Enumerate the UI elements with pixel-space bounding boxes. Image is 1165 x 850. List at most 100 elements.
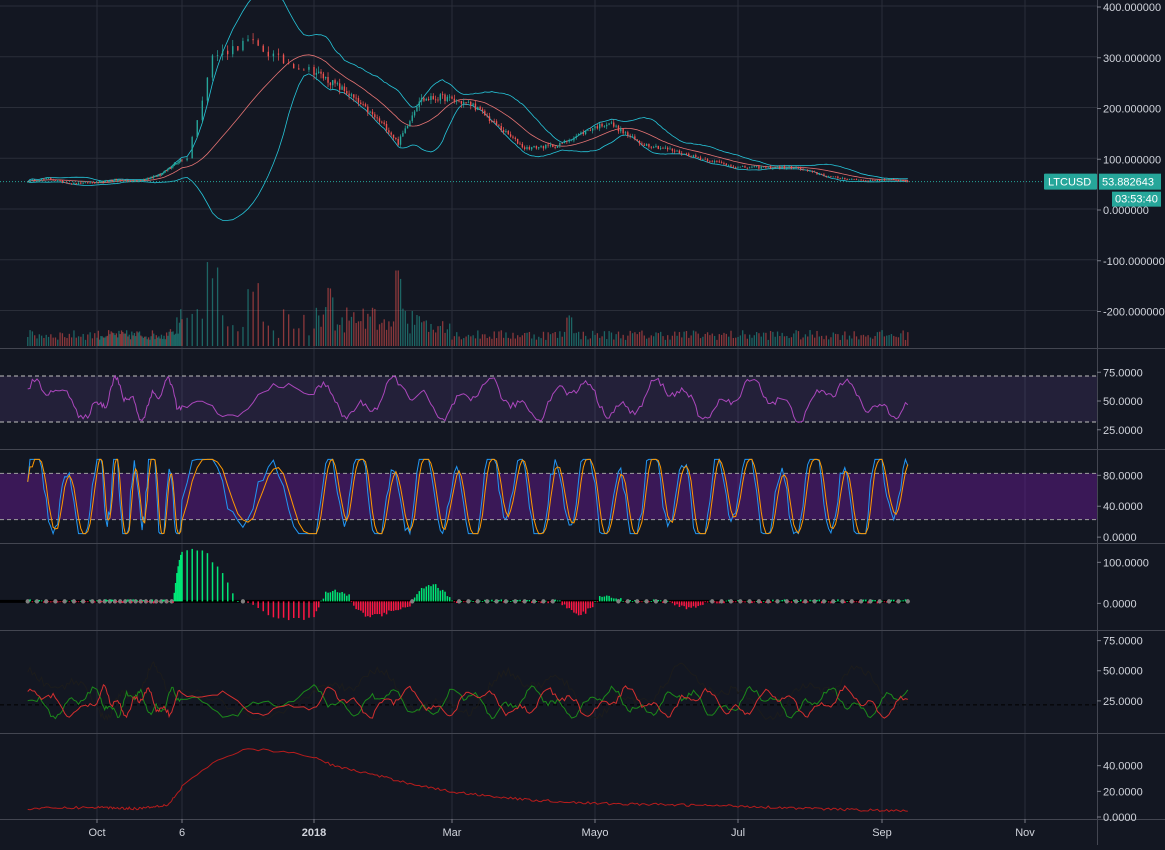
candle-body[interactable] — [491, 121, 493, 122]
candle-body[interactable] — [63, 182, 66, 183]
candle-body[interactable] — [804, 169, 807, 171]
candle-body[interactable] — [720, 162, 723, 164]
candle-body[interactable] — [559, 142, 561, 146]
candle-body[interactable] — [848, 179, 851, 180]
candle-body[interactable] — [902, 180, 904, 182]
candle-body[interactable] — [451, 96, 453, 99]
candle-body[interactable] — [272, 53, 275, 57]
candle-body[interactable] — [343, 86, 346, 91]
candle-body[interactable] — [84, 182, 87, 184]
candle-body[interactable] — [486, 115, 488, 117]
candle-body[interactable] — [533, 145, 535, 148]
candle-body[interactable] — [308, 67, 310, 70]
candle-body[interactable] — [512, 136, 514, 138]
candle-body[interactable] — [648, 144, 650, 147]
candle-body[interactable] — [662, 147, 664, 149]
candle-body[interactable] — [846, 179, 848, 181]
candle-body[interactable] — [315, 72, 318, 75]
dmi-pane[interactable] — [0, 661, 1097, 722]
candle-body[interactable] — [31, 179, 34, 181]
candle-body[interactable] — [739, 166, 742, 168]
candle-body[interactable] — [313, 67, 315, 75]
candle-body[interactable] — [498, 125, 500, 127]
candle-body[interactable] — [638, 140, 641, 144]
candle-body[interactable] — [788, 166, 790, 168]
candle-body[interactable] — [509, 134, 512, 137]
candle-body[interactable] — [409, 121, 411, 126]
candle-body[interactable] — [617, 125, 620, 132]
candle-body[interactable] — [369, 111, 371, 113]
candle-body[interactable] — [507, 130, 509, 135]
candle-body[interactable] — [303, 69, 305, 71]
candle-body[interactable] — [411, 115, 413, 122]
candle-body[interactable] — [73, 182, 75, 185]
candle-body[interactable] — [769, 166, 772, 169]
candle-body[interactable] — [392, 134, 395, 138]
candle-body[interactable] — [45, 178, 47, 179]
candle-body[interactable] — [594, 126, 596, 129]
candle-body[interactable] — [406, 125, 409, 129]
candle-body[interactable] — [465, 102, 467, 103]
candle-body[interactable] — [152, 176, 155, 178]
candle-body[interactable] — [695, 155, 697, 157]
candle-body[interactable] — [655, 145, 657, 148]
candle-body[interactable] — [874, 180, 876, 181]
candle-body[interactable] — [113, 180, 115, 182]
candle-body[interactable] — [811, 170, 814, 172]
candle-body[interactable] — [226, 50, 229, 55]
stochastic-pane[interactable] — [0, 457, 1097, 536]
candle-body[interactable] — [577, 134, 580, 136]
candle-body[interactable] — [165, 170, 168, 172]
candle-body[interactable] — [332, 80, 334, 86]
candle-body[interactable] — [727, 165, 730, 167]
candle-body[interactable] — [115, 179, 118, 181]
candle-body[interactable] — [176, 163, 178, 164]
candle-body[interactable] — [554, 147, 556, 148]
candle-body[interactable] — [895, 179, 897, 181]
candle-body[interactable] — [355, 97, 357, 99]
candle-body[interactable] — [678, 150, 681, 154]
candle-body[interactable] — [120, 180, 123, 181]
candle-body[interactable] — [681, 153, 683, 154]
candle-body[interactable] — [885, 179, 888, 181]
candle-body[interactable] — [129, 180, 132, 182]
candle-body[interactable] — [545, 144, 547, 149]
candle-body[interactable] — [125, 180, 128, 182]
candle-body[interactable] — [346, 90, 348, 94]
candle-body[interactable] — [89, 182, 91, 184]
candle-body[interactable] — [43, 178, 45, 180]
candle-body[interactable] — [575, 135, 577, 138]
candle-body[interactable] — [154, 176, 156, 177]
candle-body[interactable] — [27, 181, 29, 183]
candle-body[interactable] — [339, 83, 341, 90]
candle-body[interactable] — [77, 182, 80, 184]
candle-body[interactable] — [376, 117, 378, 119]
candle-body[interactable] — [561, 142, 563, 144]
candle-body[interactable] — [68, 183, 70, 185]
candle-body[interactable] — [371, 111, 374, 115]
candle-body[interactable] — [664, 147, 667, 149]
candle-body[interactable] — [38, 180, 40, 182]
candle-body[interactable] — [706, 159, 709, 162]
candle-body[interactable] — [444, 94, 446, 102]
candle-body[interactable] — [806, 169, 809, 171]
candle-body[interactable] — [448, 96, 451, 98]
candle-body[interactable] — [652, 147, 655, 148]
candle-body[interactable] — [111, 180, 114, 182]
candle-body[interactable] — [690, 156, 692, 158]
candle-body[interactable] — [596, 126, 599, 129]
candle-body[interactable] — [737, 166, 739, 168]
candle-body[interactable] — [336, 83, 339, 85]
candle-body[interactable] — [860, 179, 862, 181]
candle-body[interactable] — [844, 177, 846, 180]
candle-body[interactable] — [430, 96, 432, 101]
candle-body[interactable] — [80, 182, 82, 184]
candle-body[interactable] — [563, 140, 566, 144]
candle-body[interactable] — [598, 123, 601, 129]
candle-body[interactable] — [420, 98, 423, 102]
candle-body[interactable] — [650, 146, 652, 148]
candle-body[interactable] — [725, 163, 727, 166]
candle-body[interactable] — [137, 180, 139, 182]
candle-body[interactable] — [357, 98, 360, 103]
candle-body[interactable] — [495, 121, 498, 126]
